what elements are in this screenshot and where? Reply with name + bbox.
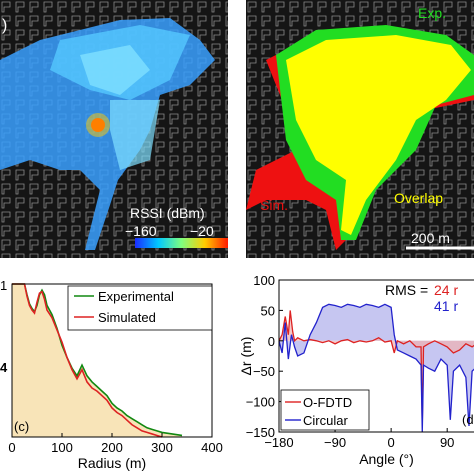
legend-label: Circular (303, 413, 348, 428)
rssi-map-svg: ) RSSI (dBm) −160 −20 (0, 0, 228, 258)
rms-value-ofdtd: 24 r (434, 282, 458, 298)
x-tick-label: −90 (324, 435, 346, 450)
axes-frame (278, 279, 474, 433)
overlap-region (286, 35, 471, 235)
y-tick-label: 50 (261, 303, 275, 318)
y-tick-label: −50 (253, 364, 275, 379)
legend-label: Experimental (98, 289, 174, 304)
series-line-circular (278, 303, 474, 433)
y-tick-label: −100 (246, 395, 275, 410)
scalebar-label: 200 m (411, 230, 450, 246)
y-tick-label: 100 (253, 273, 275, 288)
label-overlap: Overlap (394, 190, 443, 206)
x-tick-label: 0 (8, 440, 15, 455)
chart-c-svg: 0 100 200 300 400 1 4 Radius (m) Experimental Sim… (0, 278, 223, 471)
y-axis-label: Δr (m) (238, 337, 254, 376)
panel-letter: (c) (14, 419, 29, 434)
y-tick-label: 4 (0, 360, 8, 375)
colorbar-title: RSSI (dBm) (130, 205, 205, 221)
label-exp: Exp. (418, 5, 446, 21)
label-sim: Sim. (260, 197, 288, 213)
x-tick-label: 200 (101, 440, 123, 455)
legend: O-FDTD Circular (280, 389, 370, 431)
colorbar (135, 238, 228, 248)
x-axis-label: Radius (m) (78, 455, 146, 471)
colorbar-min: −160 (125, 223, 157, 239)
series-line-simulated (12, 283, 163, 438)
legend-label: O-FDTD (303, 395, 352, 410)
legend-label: Simulated (98, 310, 156, 325)
legend-box (280, 389, 370, 431)
y-tick-label: 1 (0, 278, 7, 293)
overlap-map-svg: Exp. Sim. Overlap 200 m (246, 0, 474, 258)
y-tick-label: 0 (268, 334, 275, 349)
panel-a-rssi-map: ) RSSI (dBm) −160 −20 (0, 0, 228, 258)
panel-a-label: ) (2, 17, 7, 34)
rms-label: RMS = (385, 282, 428, 298)
x-tick-label: 300 (151, 440, 173, 455)
panel-letter: (d (462, 412, 474, 427)
legend: Experimental Simulated (67, 285, 213, 331)
legend-box (67, 285, 213, 331)
panel-b-overlap-map: Exp. Sim. Overlap 200 m (246, 0, 474, 258)
colorbar-max: −20 (190, 223, 214, 239)
circular-fill (279, 304, 474, 432)
series-line-o-fdtd (278, 310, 474, 426)
x-tick-label: 90 (440, 435, 454, 450)
panel-c-chart: 0 100 200 300 400 1 4 Radius (m) Experimental Sim… (0, 262, 237, 474)
rms-value-circular: 41 r (434, 298, 458, 314)
y-tick-label: −150 (246, 425, 275, 440)
x-tick-label: −180 (264, 435, 293, 450)
x-tick-label: 400 (201, 440, 223, 455)
x-tick-label: 100 (51, 440, 73, 455)
x-tick-label: 0 (388, 435, 395, 450)
x-axis-label: Angle (°) (359, 451, 414, 467)
